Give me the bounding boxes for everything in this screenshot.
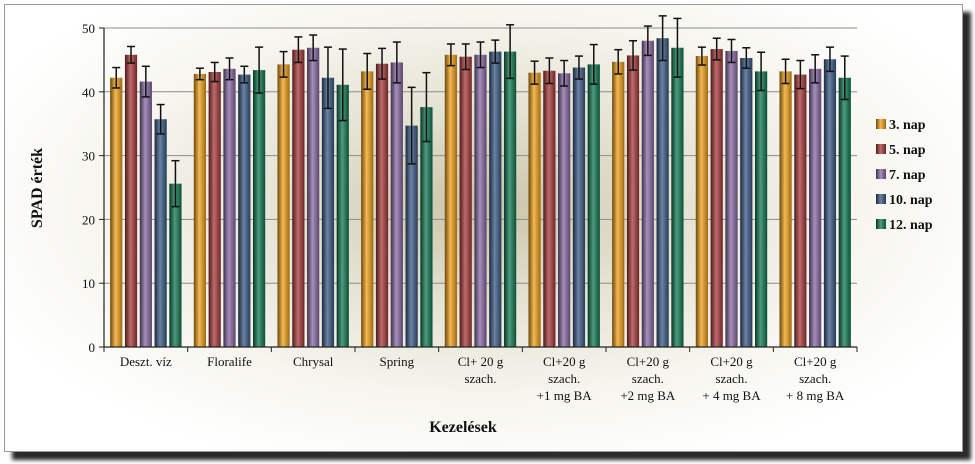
x-category-label: +1 mg BA (537, 388, 593, 403)
bar (671, 47, 684, 347)
bar (444, 54, 457, 348)
x-category-label: +2 mg BA (620, 388, 676, 403)
bar (208, 72, 221, 347)
x-category-label: szach. (632, 371, 664, 386)
x-category-label: Deszt. víz (120, 354, 172, 369)
bar (139, 81, 152, 347)
legend-label: 5. nap (889, 143, 926, 158)
y-tick-label: 0 (89, 340, 96, 355)
labels: 0 10 20 30 40 50 Deszt. víz Floralife Chrysal Spr… (82, 21, 845, 403)
bar (110, 77, 123, 347)
x-category-label: Cl+20 g (794, 354, 837, 369)
legend-swatch (876, 144, 886, 154)
y-tick-label: 10 (82, 276, 95, 291)
bar (528, 72, 541, 347)
x-category-label: + 8 mg BA (786, 388, 845, 403)
y-tick-label: 40 (82, 85, 95, 100)
bar (543, 70, 556, 347)
bar (474, 54, 487, 348)
bar (154, 119, 167, 347)
bar (489, 51, 502, 348)
bar (572, 67, 586, 347)
bar (124, 54, 138, 348)
x-axis-title: Kezelések (429, 419, 497, 436)
bar (223, 68, 236, 347)
x-category-label: Cl+20 g (543, 354, 586, 369)
bar (375, 63, 389, 348)
bar (277, 64, 290, 347)
bar (587, 64, 600, 347)
legend-label: 7. nap (889, 168, 926, 183)
bar (193, 73, 206, 347)
legend-label: 3. nap (889, 118, 926, 133)
bar (823, 59, 837, 348)
bar (838, 77, 851, 347)
legend: 3. nap 5. nap 7. nap 10. nap 12. nap (876, 118, 933, 233)
bar (504, 51, 517, 348)
x-category-label: szach. (548, 371, 580, 386)
y-tick-label: 30 (82, 149, 95, 164)
legend-swatch (876, 219, 886, 229)
x-category-label: szach. (715, 371, 747, 386)
x-category-label: szach. (464, 371, 496, 386)
bar (612, 61, 625, 348)
bar (626, 55, 640, 348)
bar (710, 49, 723, 347)
bar (321, 77, 335, 347)
bar (336, 84, 349, 348)
y-tick-label: 50 (82, 21, 95, 36)
bar (809, 68, 822, 347)
bar (725, 50, 738, 348)
bar (459, 56, 472, 348)
bar (420, 107, 433, 347)
bar (292, 49, 305, 347)
bar (695, 56, 708, 348)
legend-swatch (876, 119, 886, 129)
bar (558, 73, 571, 347)
x-category-label: Cl+ 20 g (458, 354, 504, 369)
x-category-label: Spring (379, 354, 414, 369)
bar (405, 125, 418, 347)
y-tick-label: 20 (82, 212, 95, 227)
bar (307, 47, 320, 347)
legend-swatch (876, 169, 886, 179)
bars (110, 38, 851, 348)
bar (238, 74, 251, 347)
bar (755, 71, 768, 347)
bar (169, 183, 182, 347)
bar (740, 57, 753, 348)
bar (779, 71, 792, 347)
legend-swatch (876, 194, 886, 204)
x-category-label: Floralife (207, 354, 252, 369)
legend-label: 10. nap (889, 193, 933, 208)
axes (99, 27, 858, 352)
x-category-label: Chrysal (293, 354, 334, 369)
bar (641, 40, 654, 347)
error-bars (112, 15, 849, 208)
x-category-label: szach. (799, 371, 831, 386)
bar (390, 62, 403, 348)
bar (794, 74, 807, 347)
x-category-label: Cl+20 g (710, 354, 753, 369)
bar (253, 70, 266, 347)
legend-label: 12. nap (889, 218, 933, 233)
x-category-label: Cl+20 g (627, 354, 670, 369)
x-category-label: + 4 mg BA (702, 388, 761, 403)
bar (656, 38, 669, 347)
y-axis-title: SPAD érték (29, 148, 46, 228)
bar (361, 71, 374, 347)
